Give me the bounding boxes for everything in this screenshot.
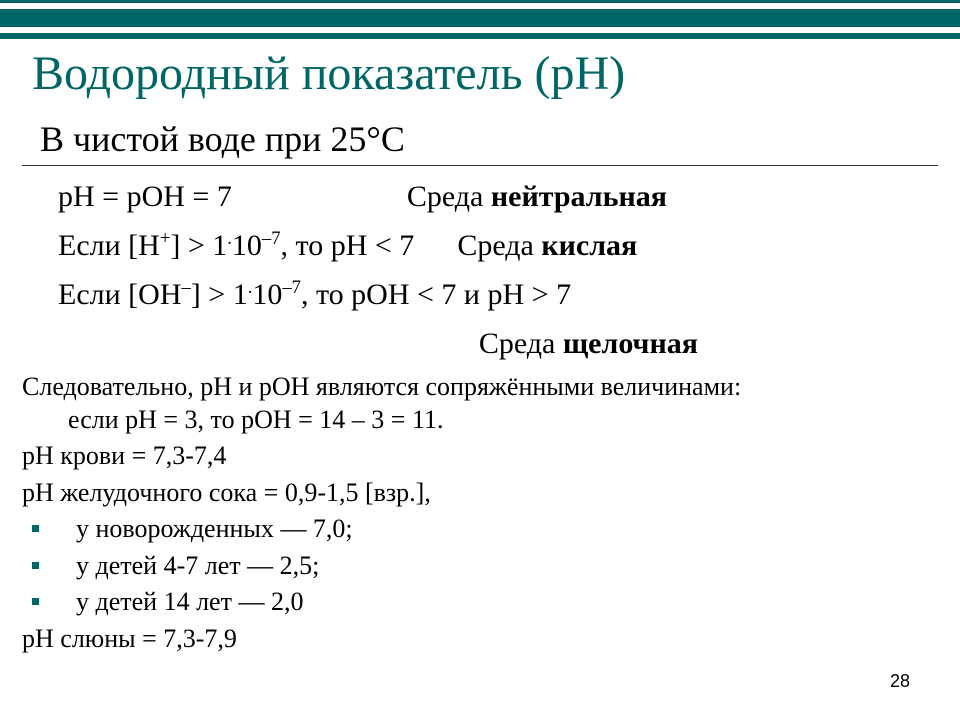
env-alkaline-line: Среда щелочная <box>22 327 938 361</box>
minus7-sup-1: –7 <box>262 228 281 249</box>
page-number: 28 <box>890 671 910 692</box>
ph-blood: pH крови = 7,3-7,4 <box>22 440 938 473</box>
l2a: Если [H <box>58 229 160 262</box>
minus7-sup-2: –7 <box>282 277 301 298</box>
l2c: 10 <box>232 229 262 262</box>
conj-1: Следовательно, рН и рОН являются сопряжё… <box>22 372 741 401</box>
bullet-newborn: у новорожденных — 7,0; <box>22 513 938 546</box>
env-neutral: нейтральная <box>491 180 667 213</box>
top-bars <box>0 0 960 39</box>
h-plus-sup: + <box>160 228 171 249</box>
bar-med <box>0 33 960 39</box>
body-text: Следовательно, рН и рОН являются сопряжё… <box>22 371 938 655</box>
conj-2: если рН = 3, то рОН = 14 – 3 = 11. <box>68 405 444 434</box>
l2d: , то рН < 7 <box>281 229 415 262</box>
l2b: ] > 1 <box>170 229 227 262</box>
ph-gastric: рН желудочного сока = 0,9-1,5 [взр.], <box>22 477 938 510</box>
acidic-condition-line: Если [H+] > 1.10–7, то рН < 7 Среда кисл… <box>58 229 938 262</box>
oh-minus-sup: – <box>182 277 191 298</box>
ph-saliva: рН слюны = 7,3-7,9 <box>22 623 938 656</box>
l3a: Если [OH <box>58 278 182 311</box>
bullet-14: у детей 14 лет — 2,0 <box>22 586 938 619</box>
bar-thick <box>0 9 960 27</box>
env-neutral-pre: Среда <box>407 180 491 213</box>
slide-title: Водородный показатель (рН) <box>32 48 928 101</box>
conjugated-p: Следовательно, рН и рОН являются сопряжё… <box>22 371 938 436</box>
alkaline-condition-line: Если [OH–] > 1.10–7, то pOH < 7 и pH > 7 <box>58 278 938 311</box>
env-alkaline: щелочная <box>563 327 698 360</box>
l3b: ] > 1 <box>191 278 248 311</box>
slide-subtitle: В чистой воде при 25°С <box>40 118 405 160</box>
title-divider <box>22 165 938 166</box>
env-acidic: кислая <box>541 229 637 262</box>
env-acidic-pre: Среда <box>457 229 541 262</box>
bullet-4-7: у детей 4-7 лет — 2,5; <box>22 550 938 583</box>
env-alkaline-pre: Среда <box>479 327 563 360</box>
ph-equals-poh-line: рН = рОН = 7 Среда нейтральная <box>58 180 938 213</box>
ph-poh-eq: рН = рОН = 7 <box>58 180 232 213</box>
l3c: 10 <box>252 278 282 311</box>
slide: Водородный показатель (рН) В чистой воде… <box>0 0 960 720</box>
age-bullets: у новорожденных — 7,0; у детей 4-7 лет —… <box>22 513 938 619</box>
l3d: , то pOH < 7 и pH > 7 <box>301 278 571 311</box>
content-area: рН = рОН = 7 Среда нейтральная Если [H+]… <box>22 172 938 659</box>
bar-thin <box>0 0 960 3</box>
